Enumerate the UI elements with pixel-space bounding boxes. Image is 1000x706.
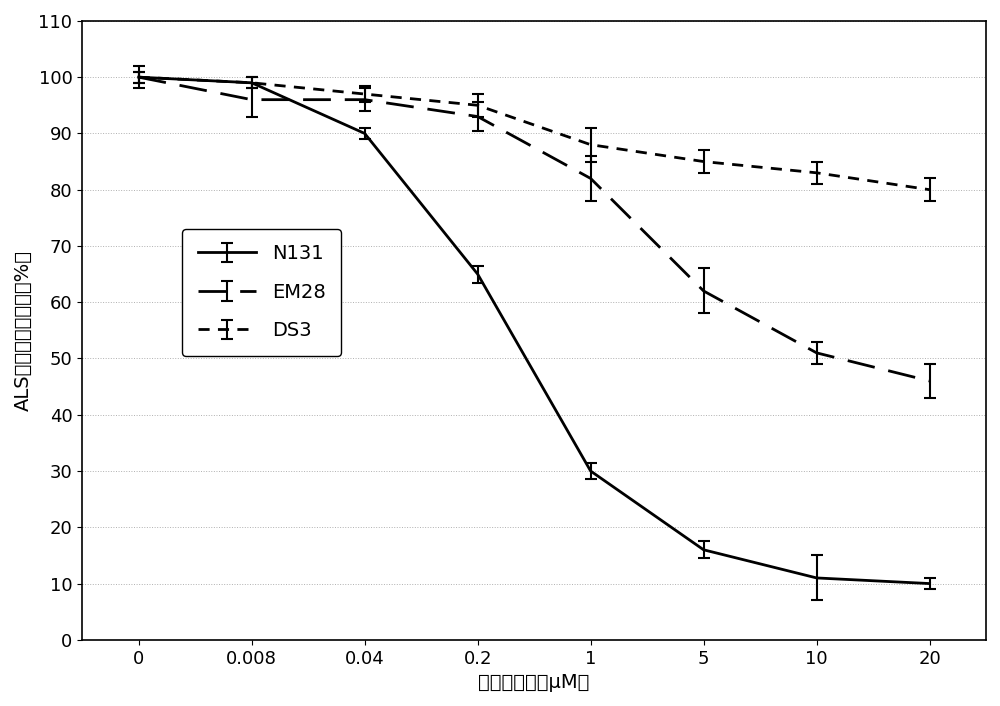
Y-axis label: ALS酶活（相对于对照%）: ALS酶活（相对于对照%） [14, 250, 33, 411]
Legend: N131, EM28, DS3: N131, EM28, DS3 [182, 229, 341, 356]
X-axis label: 苯磺降浓度（μM）: 苯磺降浓度（μM） [478, 673, 590, 692]
